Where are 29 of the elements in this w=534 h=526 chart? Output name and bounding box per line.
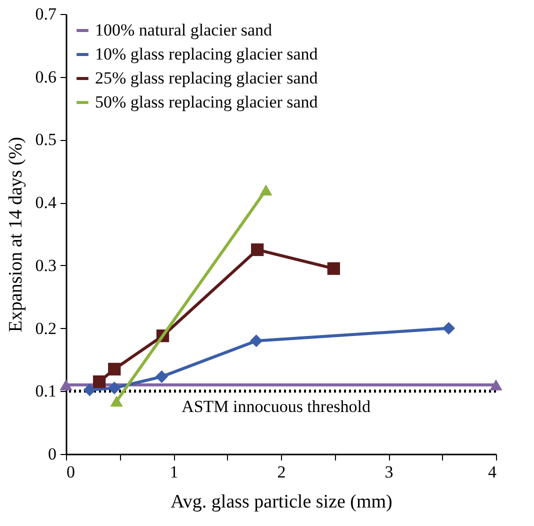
y-tick-label: 0.6	[35, 67, 56, 86]
point	[108, 382, 121, 394]
legend-label: 100% natural glacier sand	[95, 20, 273, 40]
legend-label: 50% glass replacing glacier sand	[95, 92, 318, 112]
point	[93, 375, 106, 388]
x-tick-label: 1	[170, 462, 178, 482]
point	[251, 243, 264, 256]
y-tick-label: 0.1	[35, 382, 56, 401]
x-axis-title: Avg. glass particle size (mm)	[170, 492, 392, 512]
point	[83, 384, 96, 396]
x-tick-label: 2	[277, 462, 286, 482]
y-tick-label: 0.2	[35, 318, 56, 338]
y-tick-label: 0.4	[35, 193, 57, 212]
x-tick-label: 3	[384, 462, 394, 482]
point	[108, 362, 121, 376]
ref-line-label: ASTM innocuous threshold	[182, 397, 371, 416]
point	[442, 322, 456, 335]
y-tick-label: 0	[48, 444, 56, 464]
y-axis-title: Expansion at 14 days (%)	[5, 136, 26, 332]
x-tick-label: 0	[66, 462, 75, 482]
point	[155, 370, 168, 384]
x-tick-label: 4	[488, 462, 497, 482]
y-tick-label: 0.5	[35, 130, 56, 150]
point	[250, 334, 263, 348]
point	[327, 262, 340, 275]
y-tick-label: 0.7	[35, 4, 57, 24]
legend-label: 25% glass replacing glacier sand	[95, 68, 318, 88]
legend-label: 10% glass replacing glacier sand	[95, 44, 318, 64]
y-tick-label: 0.3	[35, 256, 56, 275]
